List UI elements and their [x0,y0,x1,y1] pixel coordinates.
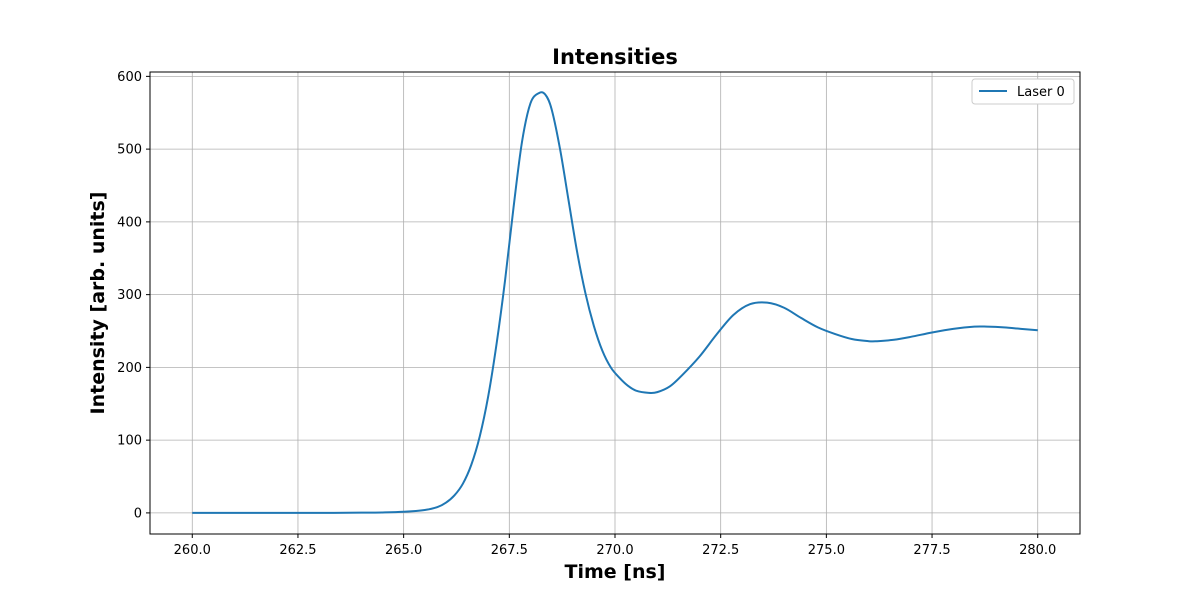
legend: Laser 0 [971,78,1075,105]
x-tick-label: 275.0 [808,543,845,558]
x-tick-label: 262.5 [279,543,316,558]
x-tick-label: 277.5 [913,543,950,558]
y-tick-label: 500 [117,143,142,158]
legend-label-laser-0: Laser 0 [1017,85,1065,100]
x-axis-title: Time [ns] [565,561,666,583]
y-tick-label: 600 [117,70,142,85]
x-tick-label: 270.0 [596,543,633,558]
y-axis-title: Intensity [arb. units] [87,192,109,415]
y-tick-label: 300 [117,288,142,303]
x-tick-label: 272.5 [702,543,739,558]
y-tick-label: 200 [117,361,142,376]
series-line-laser-0 [192,91,1038,514]
x-tick-label: 280.0 [1019,543,1056,558]
legend-box [971,78,1075,105]
y-tick-label: 400 [117,215,142,230]
x-tick-label: 260.0 [174,543,211,558]
y-tick-label: 0 [134,506,142,521]
ticks: 260.0 262.5 265.0 267.5 270.0 272.5 275.0 277.5… [117,70,1056,558]
chart-title: Intensities [552,45,678,69]
x-tick-label: 265.0 [385,543,422,558]
grid [150,72,1080,534]
y-tick-label: 100 [117,434,142,449]
series-layer [192,91,1038,514]
x-tick-label: 267.5 [491,543,528,558]
